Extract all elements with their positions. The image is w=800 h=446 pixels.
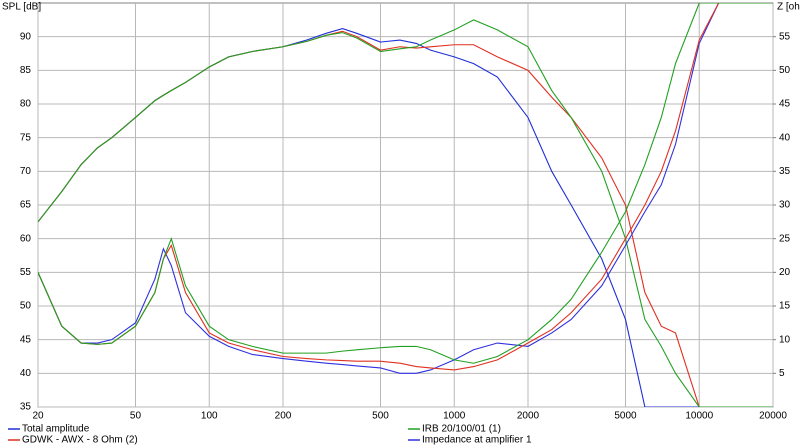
x-tick-label: 10000 — [685, 411, 713, 422]
y-tick-label: 35 — [20, 402, 32, 413]
lines — [38, 3, 773, 407]
y-tick-label: 55 — [20, 267, 32, 278]
series-line — [38, 19, 773, 407]
x-tick-label: 5000 — [614, 411, 637, 422]
y2-tick-label: 15 — [779, 301, 791, 312]
y-tick-label: 90 — [20, 31, 32, 42]
y-tick-label: 40 — [20, 368, 32, 379]
y2-tick-label: 30 — [779, 200, 791, 211]
y-tick-label: 60 — [20, 233, 32, 244]
y2-tick-label: 40 — [779, 132, 791, 143]
x-tick-label: 200 — [275, 411, 292, 422]
y2-tick-label: 45 — [779, 99, 791, 110]
legend-label: IRB 20/100/01 (1) — [422, 424, 501, 435]
y-tick-label: 45 — [20, 334, 32, 345]
y-tick-label: 50 — [20, 301, 32, 312]
x-tick-label: 20 — [32, 411, 44, 422]
x-tick-label: 2000 — [517, 411, 540, 422]
legend-label: Impedance at amplifier 1 — [422, 435, 532, 446]
y2-tick-label: 50 — [779, 65, 791, 76]
series-line — [38, 3, 773, 364]
legend-label: GDWK - AWX - 8 Ohm (2) — [22, 435, 138, 446]
x-tick-label: 500 — [372, 411, 389, 422]
y-tick-label: 80 — [20, 99, 32, 110]
x-tick-label: 50 — [130, 411, 142, 422]
legend-label: Total amplitude — [22, 424, 90, 435]
series-line — [38, 3, 773, 374]
y-tick-label: 85 — [20, 65, 32, 76]
y2-tick-label: 5 — [779, 368, 785, 379]
y-tick-label: 65 — [20, 200, 32, 211]
y2-tick-label: 55 — [779, 31, 791, 42]
x-tick-label: 1000 — [443, 411, 466, 422]
y2-axis-title: Z [ohm] — [777, 2, 800, 13]
y2-tick-label: 10 — [779, 334, 791, 345]
y-axis-title: SPL [dB] — [2, 2, 41, 13]
y-tick-label: 75 — [20, 132, 32, 143]
y2-tick-label: 35 — [779, 166, 791, 177]
y-tick-label: 70 — [20, 166, 32, 177]
x-tick-label: 100 — [201, 411, 218, 422]
y2-tick-label: 20 — [779, 267, 791, 278]
y2-tick-label: 25 — [779, 233, 791, 244]
x-tick-label: 20000 — [759, 411, 787, 422]
